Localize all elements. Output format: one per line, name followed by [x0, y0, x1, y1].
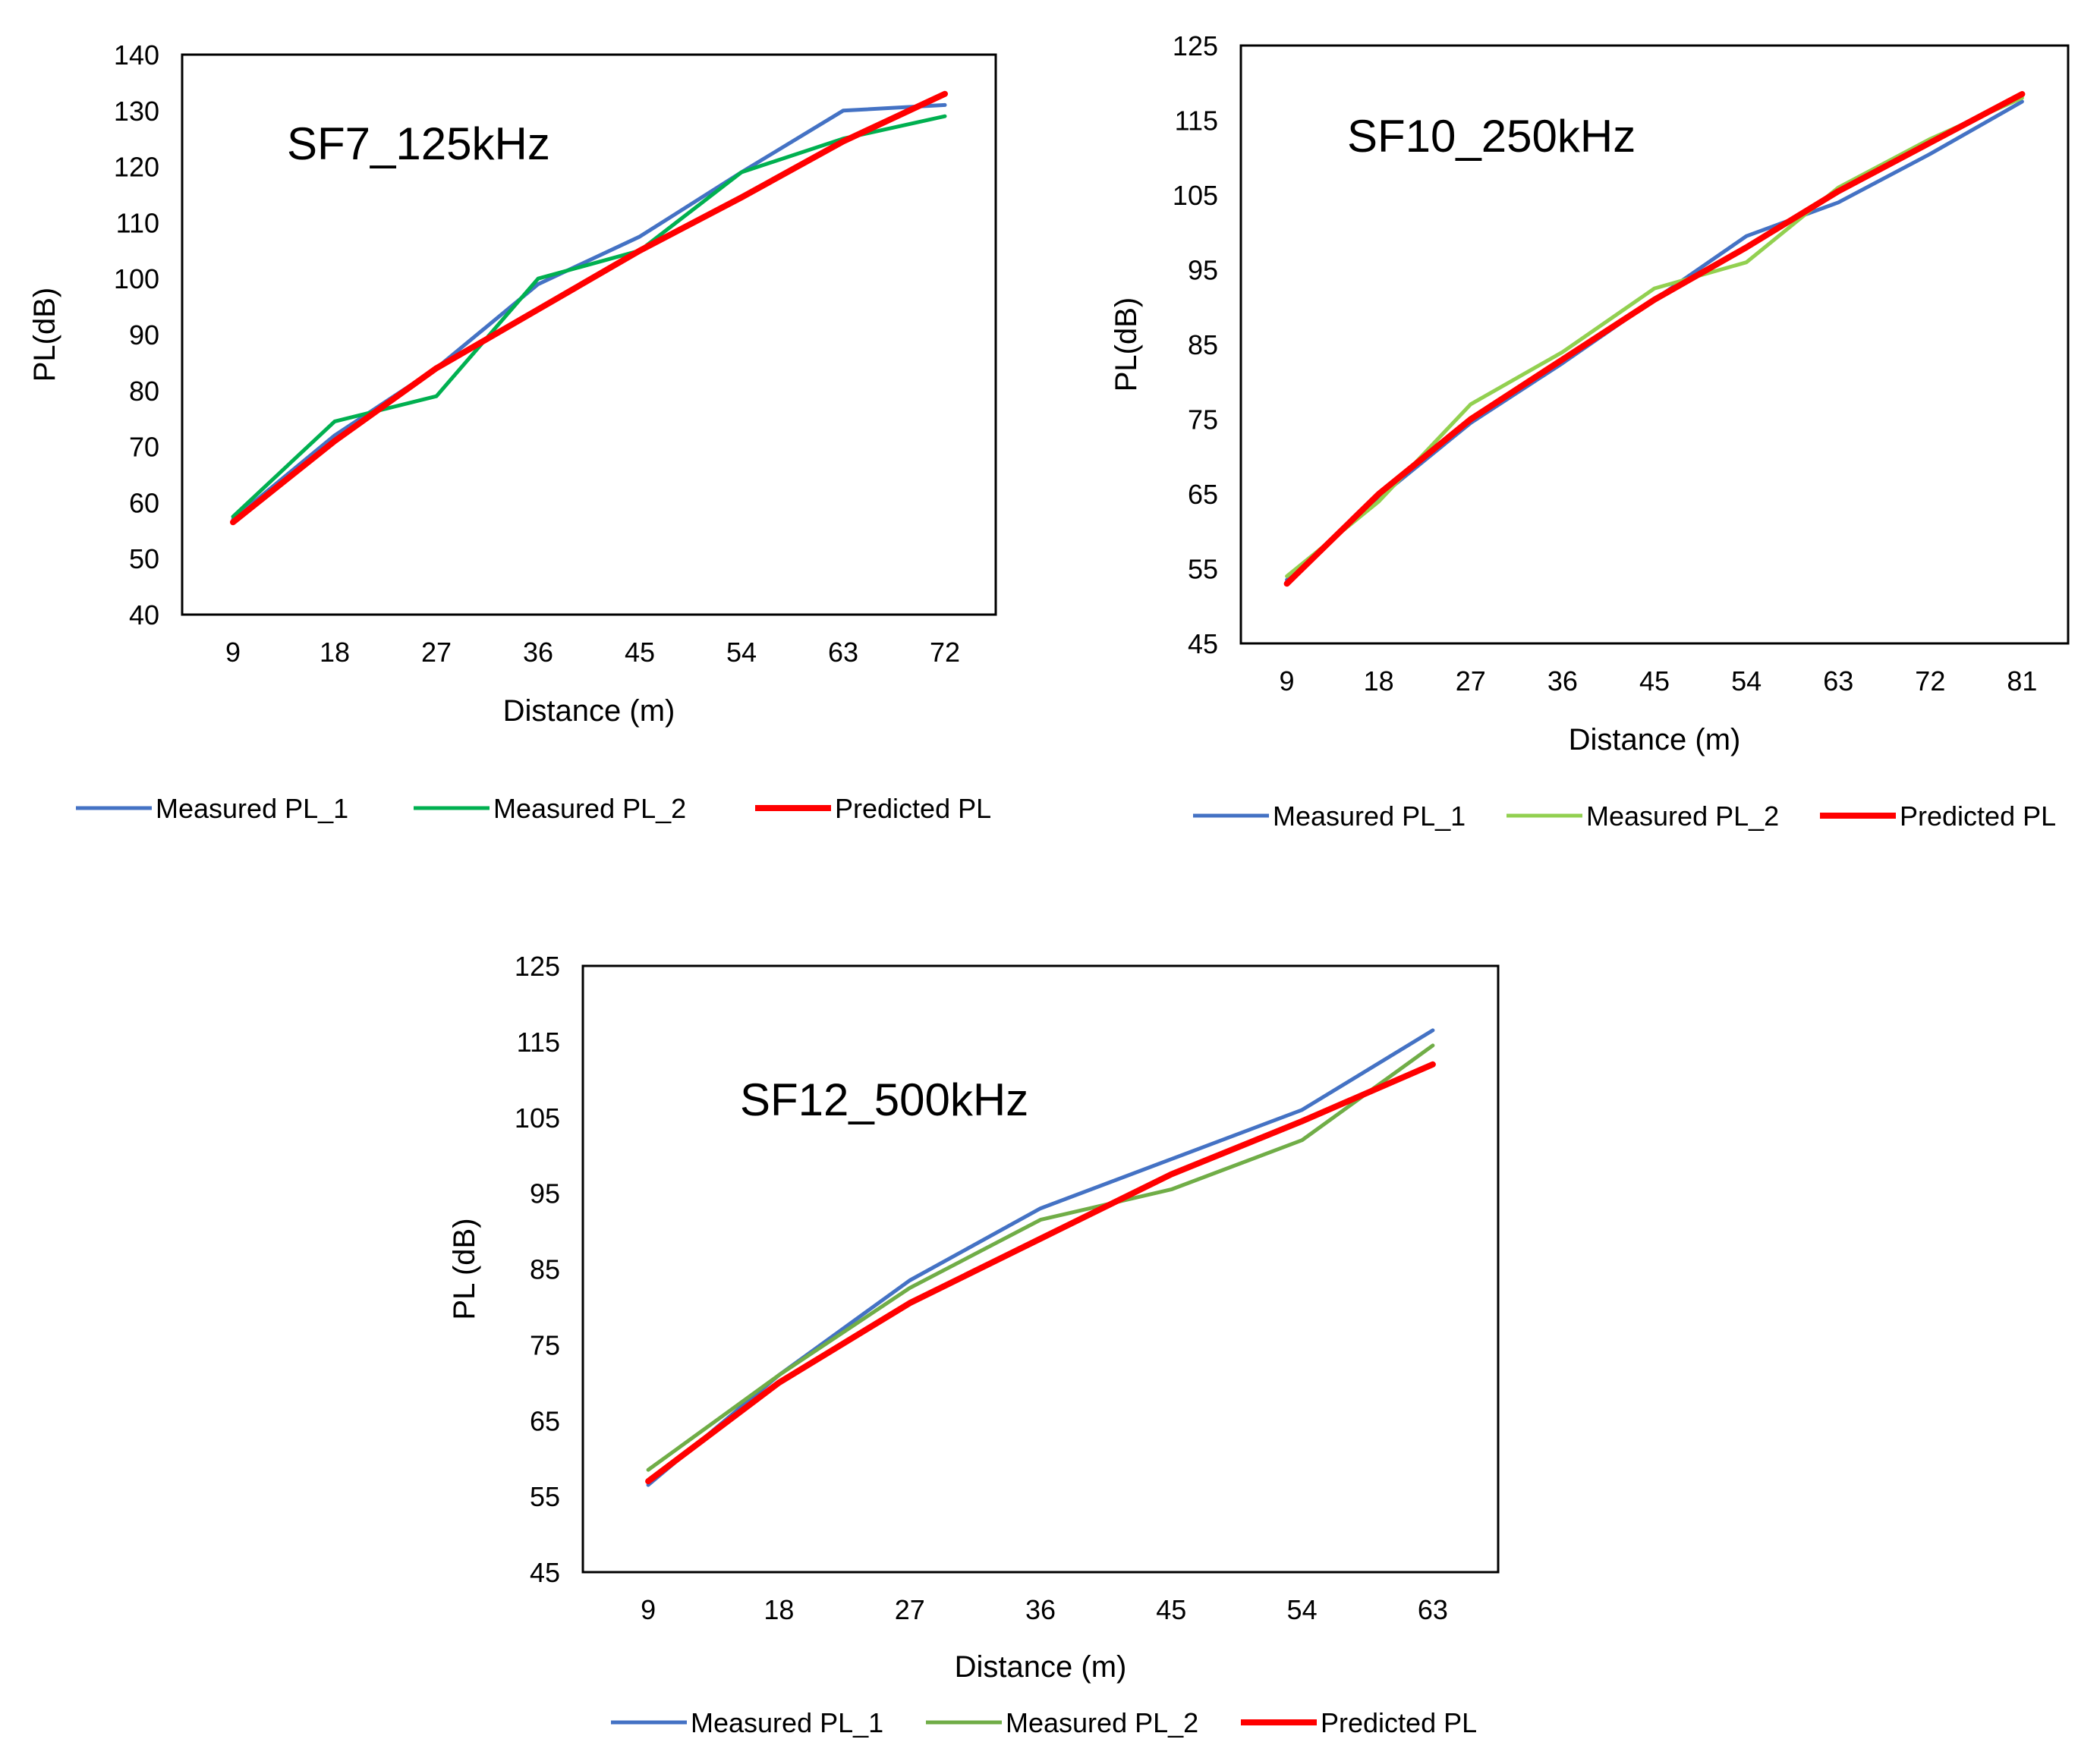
- x-tick-label: 9: [1280, 665, 1295, 697]
- legend-label-2: Measured PL_2: [493, 793, 686, 824]
- series-line-2: [646, 1043, 1435, 1472]
- x-tick-label: 36: [523, 637, 553, 668]
- y-tick-label: 105: [515, 1102, 560, 1134]
- y-tick-label: 80: [129, 376, 159, 407]
- y-axis-title: PL(dB): [28, 288, 61, 382]
- y-tick-label: 100: [114, 263, 159, 294]
- x-axis-title: Distance (m): [1569, 723, 1741, 756]
- y-tick-label: 110: [116, 207, 159, 238]
- x-tick-label: 18: [763, 1594, 794, 1625]
- y-axis-title: PL (dB): [448, 1218, 481, 1319]
- legend-label-2: Measured PL_2: [1006, 1707, 1198, 1738]
- legend-label-3: Predicted PL: [835, 793, 991, 824]
- x-tick-label: 63: [1418, 1594, 1448, 1625]
- y-tick-label: 45: [530, 1557, 560, 1588]
- y-tick-label: 115: [517, 1027, 560, 1058]
- y-tick-label: 120: [114, 152, 159, 183]
- chart-panel-1: 40 50 60 70 80 90 100 110 120 130 140 9 18 27 36 45 54 63…: [28, 39, 997, 824]
- chart-legend: Measured PL_1 Measured PL_2 Predicted PL: [76, 793, 991, 824]
- x-tick-label: 45: [1639, 665, 1670, 697]
- legend-label-1: Measured PL_1: [691, 1707, 883, 1738]
- x-tick-label: 36: [1547, 665, 1578, 697]
- y-tick-label: 140: [114, 39, 159, 71]
- y-tick-label: 130: [114, 96, 159, 127]
- x-tick-label: 81: [2007, 665, 2037, 697]
- x-tick-label: 63: [828, 637, 858, 668]
- legend-label-1: Measured PL_1: [156, 793, 348, 824]
- x-tick-label: 9: [641, 1594, 656, 1625]
- x-axis-title: Distance (m): [955, 1650, 1127, 1684]
- y-tick-label: 70: [129, 432, 159, 463]
- x-tick-label: 54: [1731, 665, 1762, 697]
- y-tick-label: 50: [129, 543, 159, 574]
- x-tick-label: 72: [1915, 665, 1945, 697]
- x-tick-label: 45: [625, 637, 655, 668]
- x-tick-label: 45: [1156, 1594, 1186, 1625]
- y-tick-label: 95: [530, 1178, 560, 1209]
- x-tick-label: 18: [1364, 665, 1394, 697]
- chart-panel-3: 45 55 65 75 85 95 105 115 125 9 18 27 36 45 54 63 Distan…: [448, 951, 1500, 1738]
- y-tick-label: 40: [129, 599, 159, 631]
- y-tick-label: 105: [1173, 180, 1218, 211]
- series-line-2: [231, 114, 947, 519]
- series-line-3: [1283, 91, 2026, 587]
- y-tick-label: 95: [1188, 255, 1218, 286]
- y-tick-label: 55: [530, 1481, 560, 1512]
- chart-legend: Measured PL_1 Measured PL_2 Predicted PL: [1193, 800, 2056, 832]
- x-axis-title: Distance (m): [503, 694, 675, 728]
- y-tick-label: 115: [1175, 105, 1218, 137]
- y-tick-label: 60: [129, 487, 159, 518]
- legend-label-2: Measured PL_2: [1586, 800, 1779, 832]
- y-tick-label: 65: [1188, 479, 1218, 510]
- x-tick-label: 72: [930, 637, 960, 668]
- chart-title: SF10_250kHz: [1347, 111, 1636, 162]
- y-tick-label: 55: [1188, 554, 1218, 585]
- x-tick-label: 54: [726, 637, 757, 668]
- y-axis-title: PL(dB): [1110, 297, 1143, 392]
- x-tick-label: 18: [320, 637, 350, 668]
- y-tick-label: 75: [530, 1329, 560, 1360]
- y-tick-label: 85: [1188, 329, 1218, 360]
- x-tick-label: 27: [1456, 665, 1486, 697]
- x-tick-label: 63: [1823, 665, 1853, 697]
- y-tick-label: 75: [1188, 404, 1218, 436]
- x-tick-label: 54: [1287, 1594, 1318, 1625]
- legend-label-3: Predicted PL: [1900, 800, 2056, 832]
- plot-area-frame: [581, 964, 1500, 1574]
- x-tick-label: 9: [225, 637, 241, 668]
- chart-legend: Measured PL_1 Measured PL_2 Predicted PL: [611, 1707, 1477, 1738]
- x-tick-label: 36: [1025, 1594, 1056, 1625]
- y-tick-label: 45: [1188, 628, 1218, 659]
- chart-panel-2: 45 55 65 75 85 95 105 115 125 9 18 27 36 45 54 63 72 81 Di…: [1110, 30, 2070, 832]
- y-tick-label: 90: [129, 319, 159, 351]
- plot-area-frame: [181, 53, 997, 616]
- x-tick-label: 27: [421, 637, 452, 668]
- chart-title: SF12_500kHz: [740, 1074, 1028, 1125]
- x-tick-label: 27: [895, 1594, 925, 1625]
- legend-label-3: Predicted PL: [1321, 1707, 1477, 1738]
- chart-title: SF7_125kHz: [287, 118, 550, 169]
- series-line-1: [231, 102, 947, 521]
- y-tick-label: 125: [1173, 30, 1218, 61]
- y-tick-label: 85: [530, 1254, 560, 1285]
- legend-label-1: Measured PL_1: [1273, 800, 1466, 832]
- y-tick-label: 125: [515, 951, 560, 982]
- series-line-3: [230, 90, 948, 526]
- y-tick-label: 65: [530, 1405, 560, 1436]
- series-line-3: [645, 1061, 1436, 1485]
